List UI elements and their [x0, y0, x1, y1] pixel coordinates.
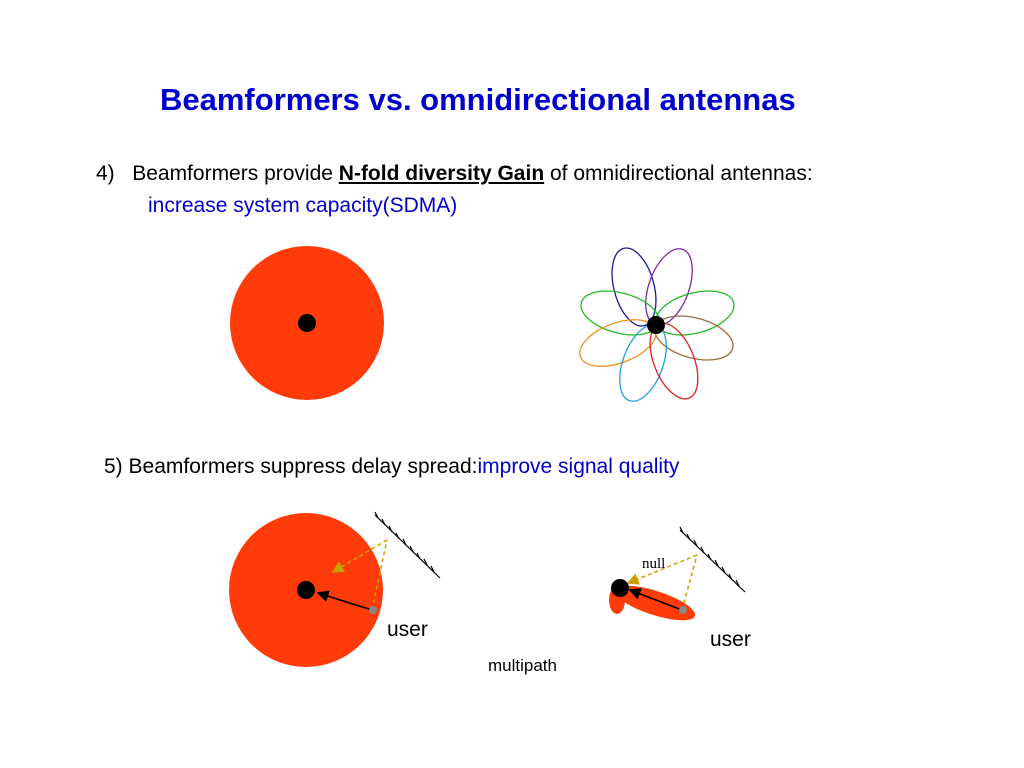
point-5: 5) Beamformers suppress delay spread:imp…: [104, 455, 679, 479]
point-number: 4): [96, 162, 115, 185]
direct-path: [316, 590, 373, 611]
user: [679, 606, 687, 614]
multipath-ray: [331, 539, 388, 611]
antenna: [298, 314, 316, 332]
user-label: user: [710, 628, 751, 651]
reflector: [679, 526, 746, 593]
direct-path: [628, 588, 683, 611]
point-4: 4) Beamformers provide N-fold diversity …: [96, 162, 813, 186]
point-text: of omnidirectional antennas:: [544, 162, 813, 185]
emphasis: N-fold diversity Gain: [338, 162, 545, 185]
multipath-label: multipath: [488, 656, 557, 675]
user-label: user: [387, 618, 428, 641]
point-text: Beamformers provide: [132, 162, 339, 185]
highlight: improve signal quality: [477, 455, 680, 478]
null-label: null: [642, 556, 666, 572]
slide-title: Beamformers vs. omnidirectional antennas: [160, 82, 796, 117]
multipath-ray: [626, 554, 698, 611]
user: [369, 606, 377, 614]
antenna: [647, 316, 665, 334]
antenna: [611, 579, 629, 597]
point-text: 5) Beamformers suppress delay spread:: [104, 455, 478, 478]
antenna: [297, 581, 315, 599]
point-4-subline: increase system capacity(SDMA): [148, 194, 458, 217]
reflector: [374, 511, 441, 579]
beam: [645, 248, 693, 326]
